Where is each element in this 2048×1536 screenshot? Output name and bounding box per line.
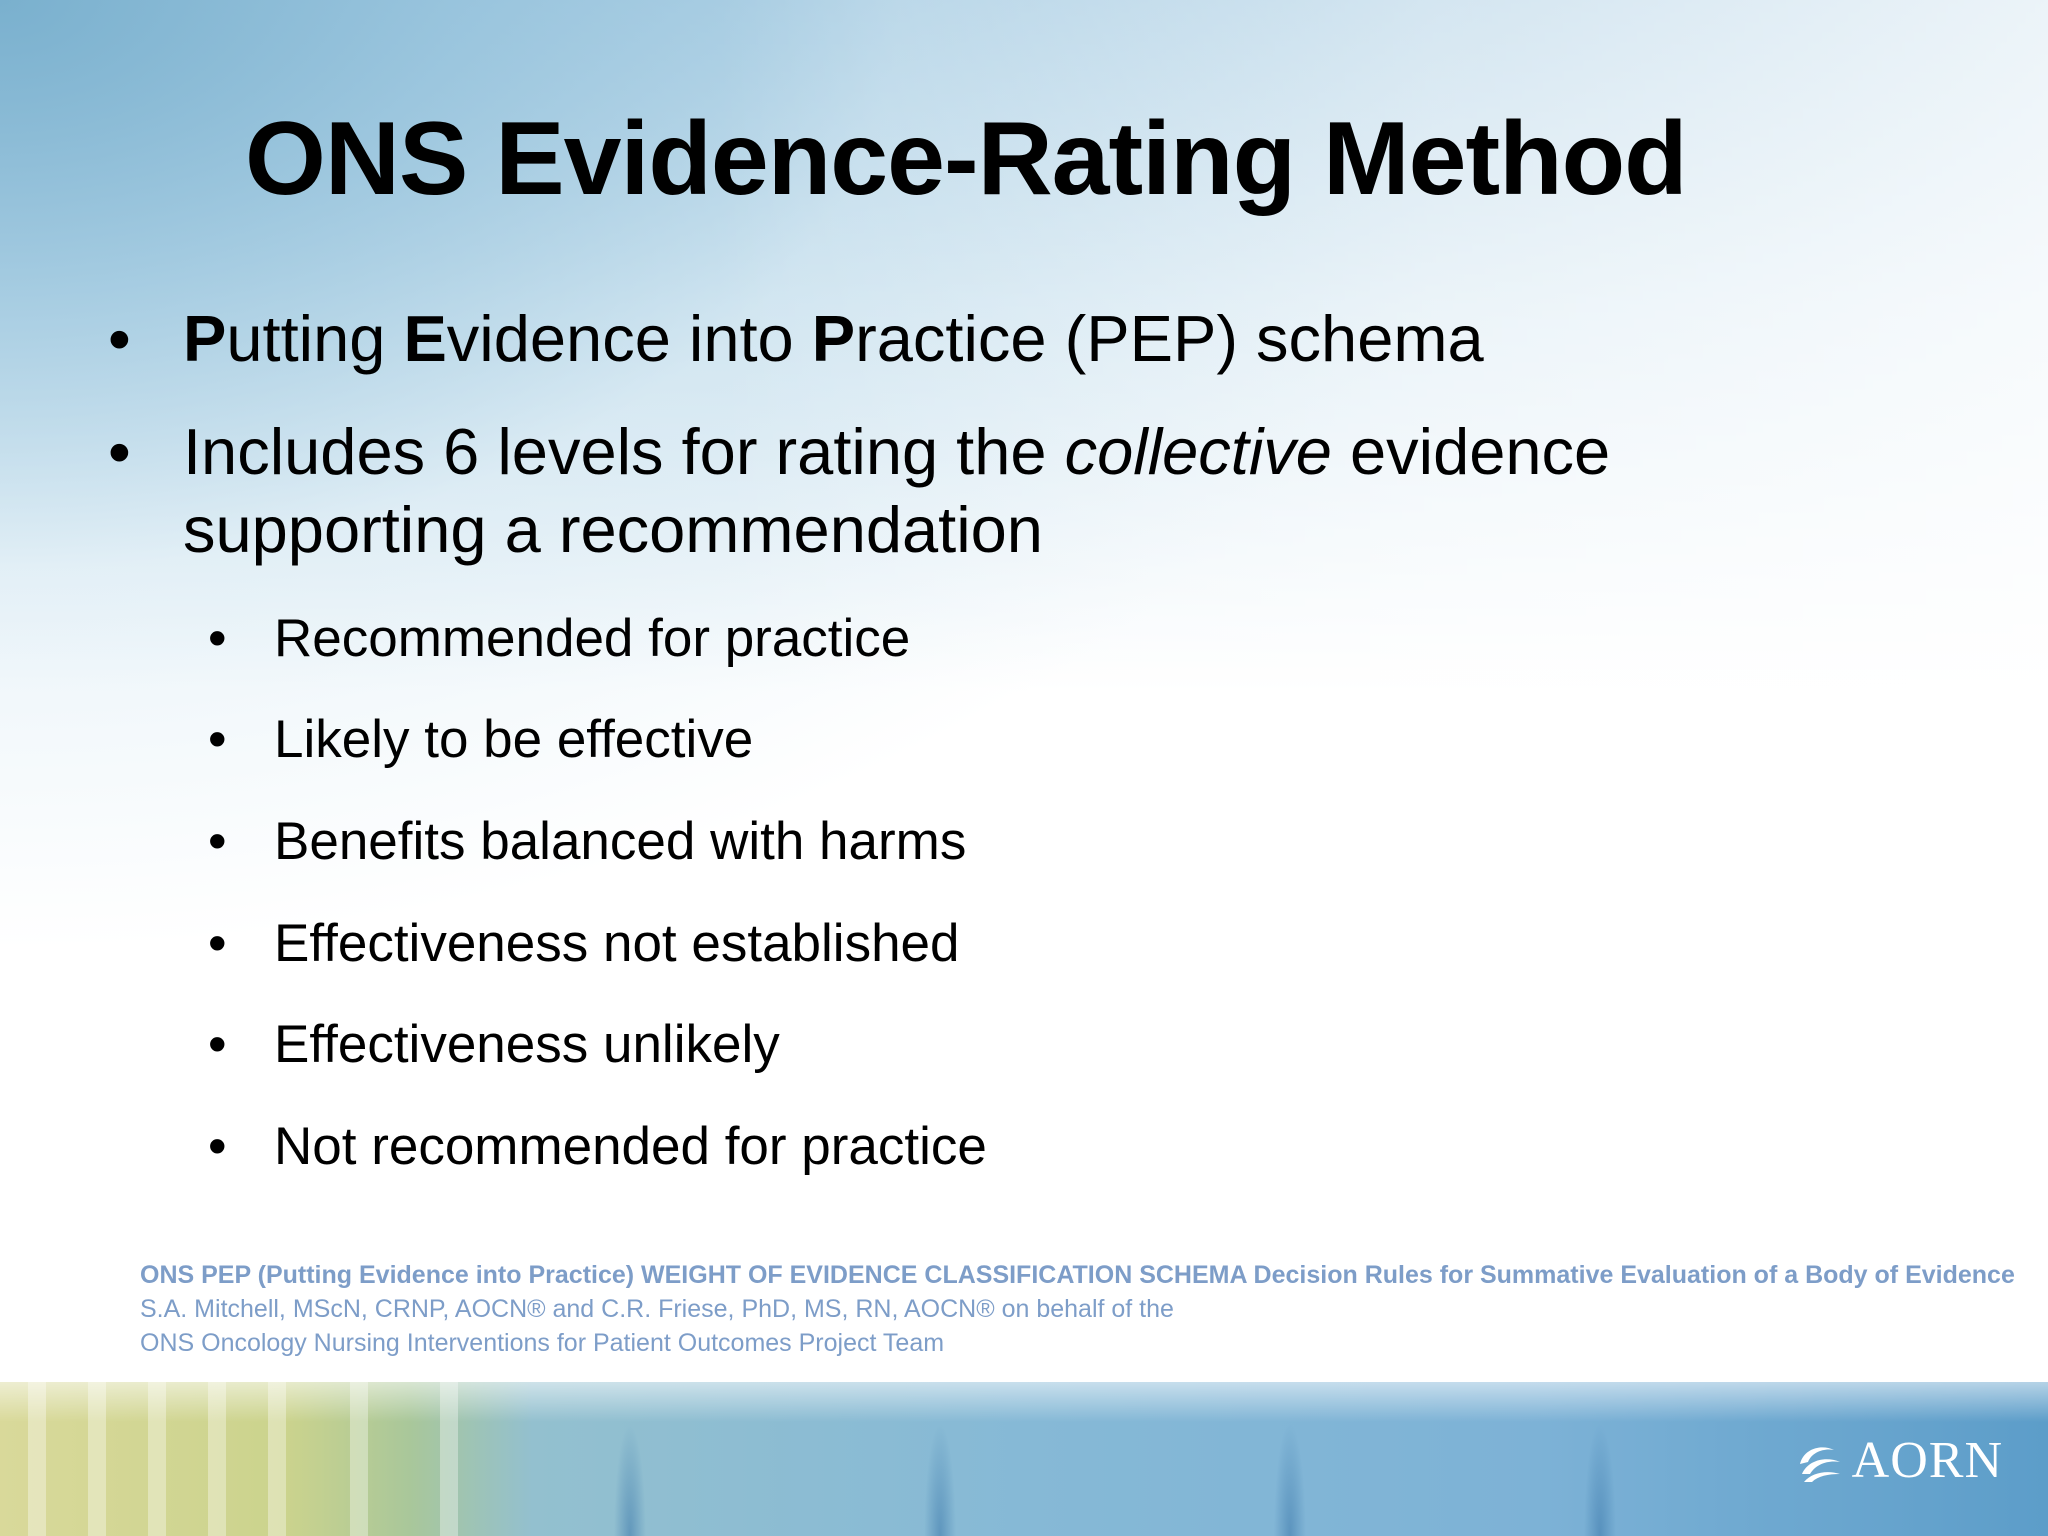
citation-team: ONS Oncology Nursing Interventions for P…	[140, 1329, 945, 1357]
bullet-segment: utting	[226, 302, 404, 375]
bullet-icon: •	[208, 914, 227, 973]
bullet-text: Putting Evidence into Practice (PEP) sch…	[183, 300, 1783, 378]
bullet-segment: evidence supporting a recommendation	[183, 415, 1611, 566]
bullet-segment: E	[403, 302, 447, 375]
slide-title: ONS Evidence-Rating Method	[245, 101, 1688, 217]
sub-bullet-text: Likely to be effective	[274, 710, 754, 769]
bullet-segment: P	[811, 302, 856, 375]
citation-title: ONS PEP (Putting Evidence into Practice)…	[140, 1261, 2015, 1289]
bullet-segment: vidence into	[446, 302, 812, 375]
aorn-logo-text: AORN	[1851, 1431, 2003, 1489]
bullet-icon: •	[208, 1015, 227, 1074]
footer-decorative-band	[0, 1382, 2048, 1536]
bullet-segment: ractice (PEP) schema	[855, 302, 1484, 375]
bullet-text: Includes 6 levels for rating the collect…	[183, 413, 1783, 569]
sub-bullet-text: Recommended for practice	[274, 609, 911, 668]
aorn-logo: AORN	[1794, 1430, 2003, 1490]
bullet-segment: collective	[1064, 415, 1332, 488]
bullet-icon: •	[108, 302, 131, 375]
aorn-logo-icon	[1799, 1447, 1840, 1482]
sub-bullet-text: Benefits balanced with harms	[274, 812, 967, 871]
sub-bullet-text: Effectiveness not established	[274, 914, 960, 973]
bullet-segment: P	[183, 302, 227, 375]
bullet-icon: •	[208, 710, 227, 769]
bullet-icon: •	[208, 812, 227, 871]
citation: ONS PEP (Putting Evidence into Practice)…	[140, 1258, 2020, 1360]
sub-bullet-text: Effectiveness unlikely	[274, 1015, 780, 1074]
sub-bullet-text: Not recommended for practice	[274, 1117, 987, 1176]
bullet-icon: •	[108, 415, 131, 488]
bullet-icon: •	[208, 609, 227, 668]
bullet-icon: •	[208, 1117, 227, 1176]
bullet-segment: Includes 6 levels for rating the	[183, 415, 1065, 488]
citation-authors: S.A. Mitchell, MScN, CRNP, AOCN® and C.R…	[140, 1295, 1174, 1323]
